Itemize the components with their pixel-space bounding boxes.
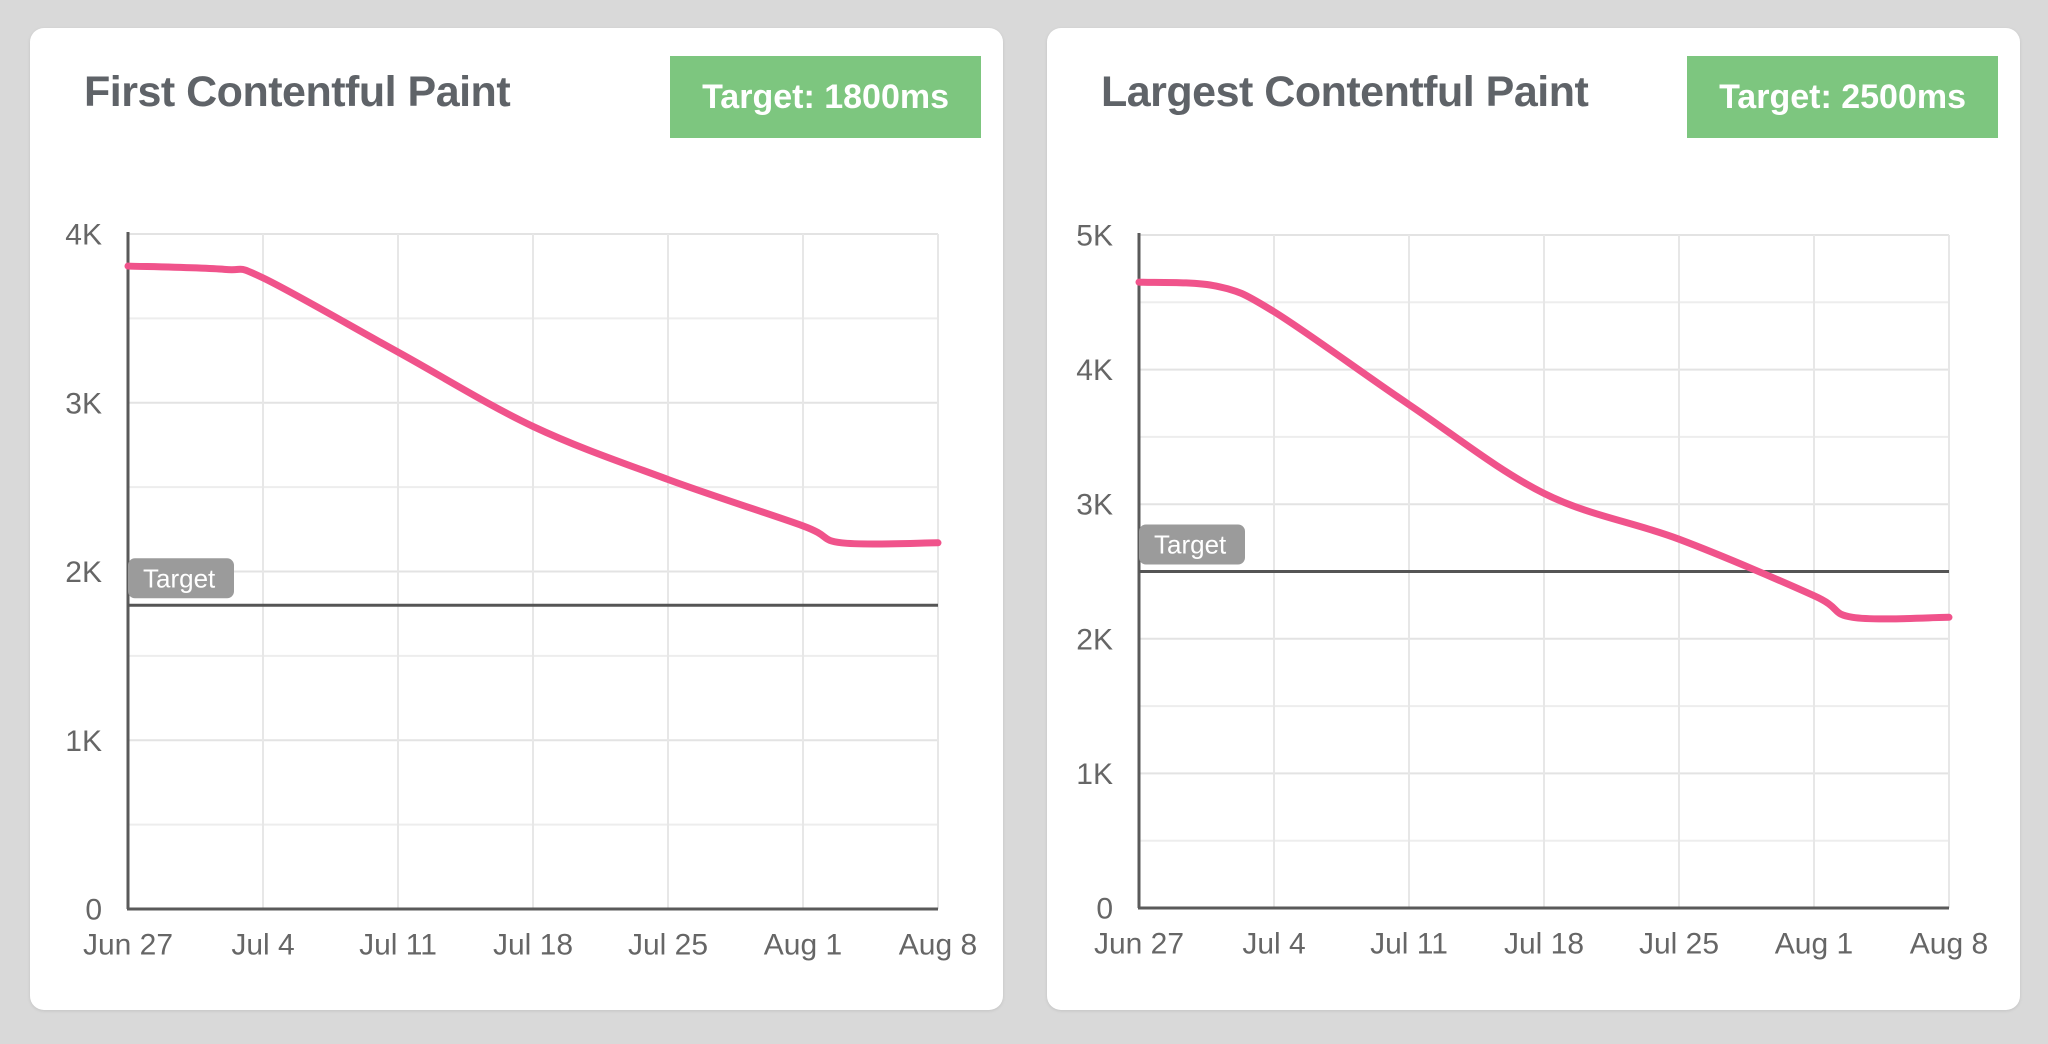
fcp-card-title: First Contentful Paint [84, 68, 511, 116]
y-tick-label: 3K [65, 387, 102, 420]
target-line-label-box [128, 558, 234, 599]
x-tick-label: Jul 11 [1370, 928, 1448, 961]
y-tick-label: 1K [65, 725, 102, 758]
x-tick-label: Jul 11 [359, 929, 437, 962]
y-tick-label: 0 [85, 894, 102, 927]
x-tick-label: Aug 1 [764, 929, 842, 962]
lcp-line-chart: 0 1K 2K 3K 4K 5K Jun 27 Jul 4 Jul 11 Jul 18 Jul 25… [1076, 220, 1988, 961]
x-tick-label: Aug 8 [1910, 928, 1988, 961]
lcp-card: Largest Contentful Paint Target: 2500ms … [1047, 28, 2020, 1010]
x-tick-label: Jun 27 [83, 929, 173, 962]
target-line-label: Target [143, 563, 216, 593]
target-line-label: Target [1154, 530, 1227, 560]
metric-series-line [124, 262, 942, 548]
y-tick-label: 2K [1076, 623, 1113, 656]
y-tick-label: 1K [1076, 758, 1113, 791]
x-tick-label: Jul 25 [628, 929, 708, 962]
fcp-card: First Contentful Paint Target: 1800ms 0 1… [30, 28, 1003, 1010]
lcp-card-title: Largest Contentful Paint [1101, 68, 1589, 116]
y-tick-label: 2K [65, 556, 102, 589]
target-line-label-box [1139, 524, 1245, 565]
x-tick-label: Jul 4 [231, 929, 294, 962]
fcp-target-badge: Target: 1800ms [670, 56, 981, 138]
fcp-line-chart: 0 1K 2K 3K 4K Jun 27 Jul 4 Jul 11 Jul 18 Jul 25 Au… [65, 219, 977, 962]
x-tick-label: Jun 27 [1094, 928, 1184, 961]
x-tick-label: Jul 18 [493, 929, 573, 962]
y-tick-label: 4K [65, 219, 102, 252]
y-tick-label: 4K [1076, 354, 1113, 387]
y-tick-label: 0 [1096, 893, 1113, 926]
y-tick-label: 5K [1076, 220, 1113, 253]
y-tick-label: 3K [1076, 489, 1113, 522]
x-tick-label: Aug 1 [1775, 928, 1853, 961]
metric-series-line [1135, 278, 1953, 623]
lcp-target-badge: Target: 2500ms [1687, 56, 1998, 138]
x-tick-label: Jul 4 [1242, 928, 1305, 961]
x-tick-label: Jul 25 [1639, 928, 1719, 961]
x-tick-label: Jul 18 [1504, 928, 1584, 961]
x-tick-label: Aug 8 [899, 929, 977, 962]
